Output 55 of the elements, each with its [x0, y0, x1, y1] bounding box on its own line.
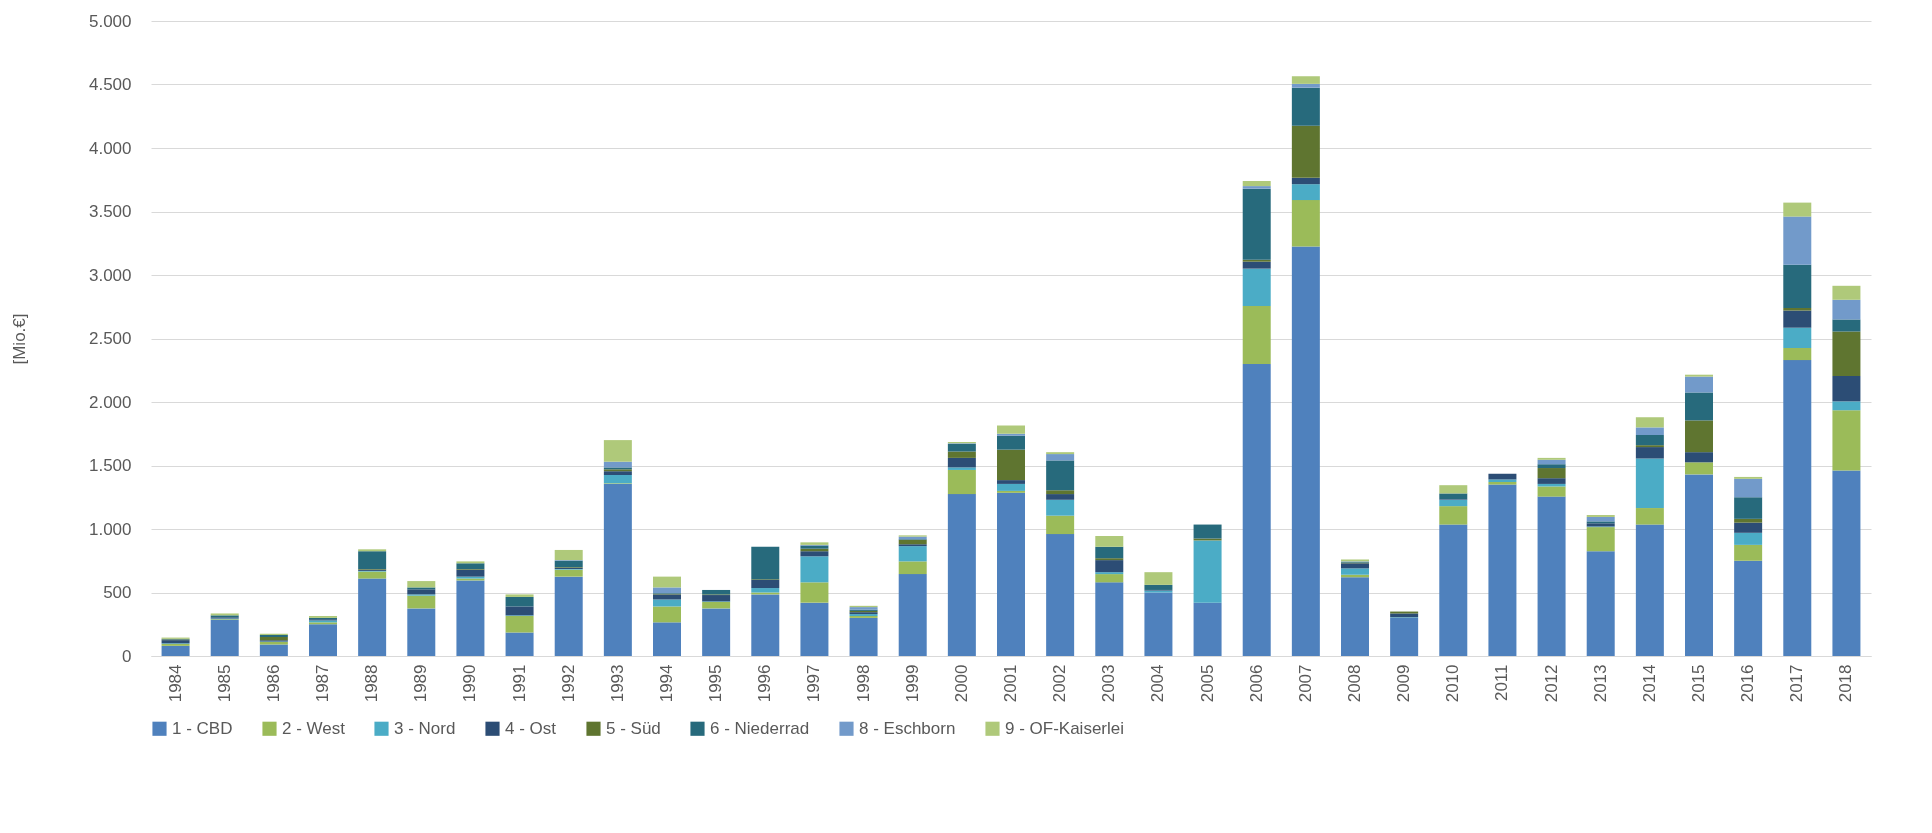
x-tick-label: 2004 — [1148, 664, 1168, 703]
x-tick-label: 1998 — [853, 664, 873, 703]
x-tick-label: 1993 — [607, 664, 627, 703]
y-tick-label: 500 — [103, 583, 132, 602]
x-tick-label: 2009 — [1394, 664, 1414, 703]
x-tick-label: 2017 — [1787, 664, 1807, 703]
x-tick-label: 1996 — [755, 664, 775, 703]
legend-label: 6 - Niederrad — [710, 718, 810, 738]
y-tick-label: 5.000 — [88, 11, 132, 31]
x-tick-label: 1994 — [657, 664, 676, 703]
y-tick-label: 2.500 — [88, 329, 132, 348]
x-tick-label: 1989 — [411, 664, 431, 703]
x-tick-label: 2018 — [1836, 664, 1856, 703]
legend-label: 2 - West — [282, 718, 346, 738]
y-tick-label: 0 — [122, 646, 132, 666]
y-tick-label: 3.500 — [88, 202, 132, 221]
x-tick-label: 1984 — [165, 664, 185, 703]
y-tick-label: 2.000 — [88, 392, 132, 412]
x-tick-label: 2014 — [1639, 664, 1659, 703]
legend-label: 5 - Süd — [606, 718, 661, 738]
x-tick-label: 1985 — [214, 664, 234, 703]
x-tick-label: 2001 — [1001, 664, 1020, 703]
x-tick-label: 1986 — [263, 664, 283, 703]
x-tick-label: 2012 — [1541, 664, 1561, 703]
legend-label: 3 - Nord — [394, 718, 456, 738]
y-axis-title: [Mio.€] — [9, 313, 29, 365]
x-tick-label: 2007 — [1295, 664, 1315, 703]
x-tick-label: 1990 — [460, 664, 480, 703]
x-tick-label: 2013 — [1590, 664, 1610, 703]
x-tick-label: 1987 — [313, 664, 332, 703]
x-tick-label: 2016 — [1738, 664, 1758, 703]
y-tick-label: 1.500 — [88, 456, 132, 475]
legend-label: 4 - Ost — [505, 718, 557, 738]
y-tick-label: 1.000 — [88, 519, 132, 539]
x-tick-label: 2008 — [1345, 664, 1364, 703]
x-tick-label: 1999 — [902, 664, 922, 703]
x-tick-label: 2011 — [1492, 664, 1512, 702]
x-tick-label: 1988 — [362, 664, 382, 703]
legend-label: 9 - OF-Kaiserlei — [1005, 718, 1125, 738]
legend-label: 1 - CBD — [172, 718, 233, 738]
x-tick-label: 1995 — [706, 664, 726, 703]
x-tick-label: 2000 — [951, 664, 971, 703]
x-tick-label: 1991 — [509, 664, 529, 703]
x-tick-label: 2010 — [1443, 664, 1463, 703]
y-tick-label: 4.000 — [88, 138, 132, 158]
x-tick-label: 1992 — [558, 664, 578, 703]
x-tick-label: 2002 — [1050, 664, 1070, 703]
x-tick-label: 2005 — [1197, 664, 1217, 703]
y-tick-label: 3.000 — [88, 265, 132, 285]
x-tick-label: 2015 — [1689, 664, 1708, 703]
x-tick-label: 1997 — [804, 664, 824, 703]
x-tick-label: 2006 — [1246, 664, 1266, 703]
y-tick-label: 4.500 — [88, 75, 132, 94]
legend-label: 8 - Eschborn — [859, 718, 956, 738]
x-tick-label: 2003 — [1099, 664, 1119, 703]
